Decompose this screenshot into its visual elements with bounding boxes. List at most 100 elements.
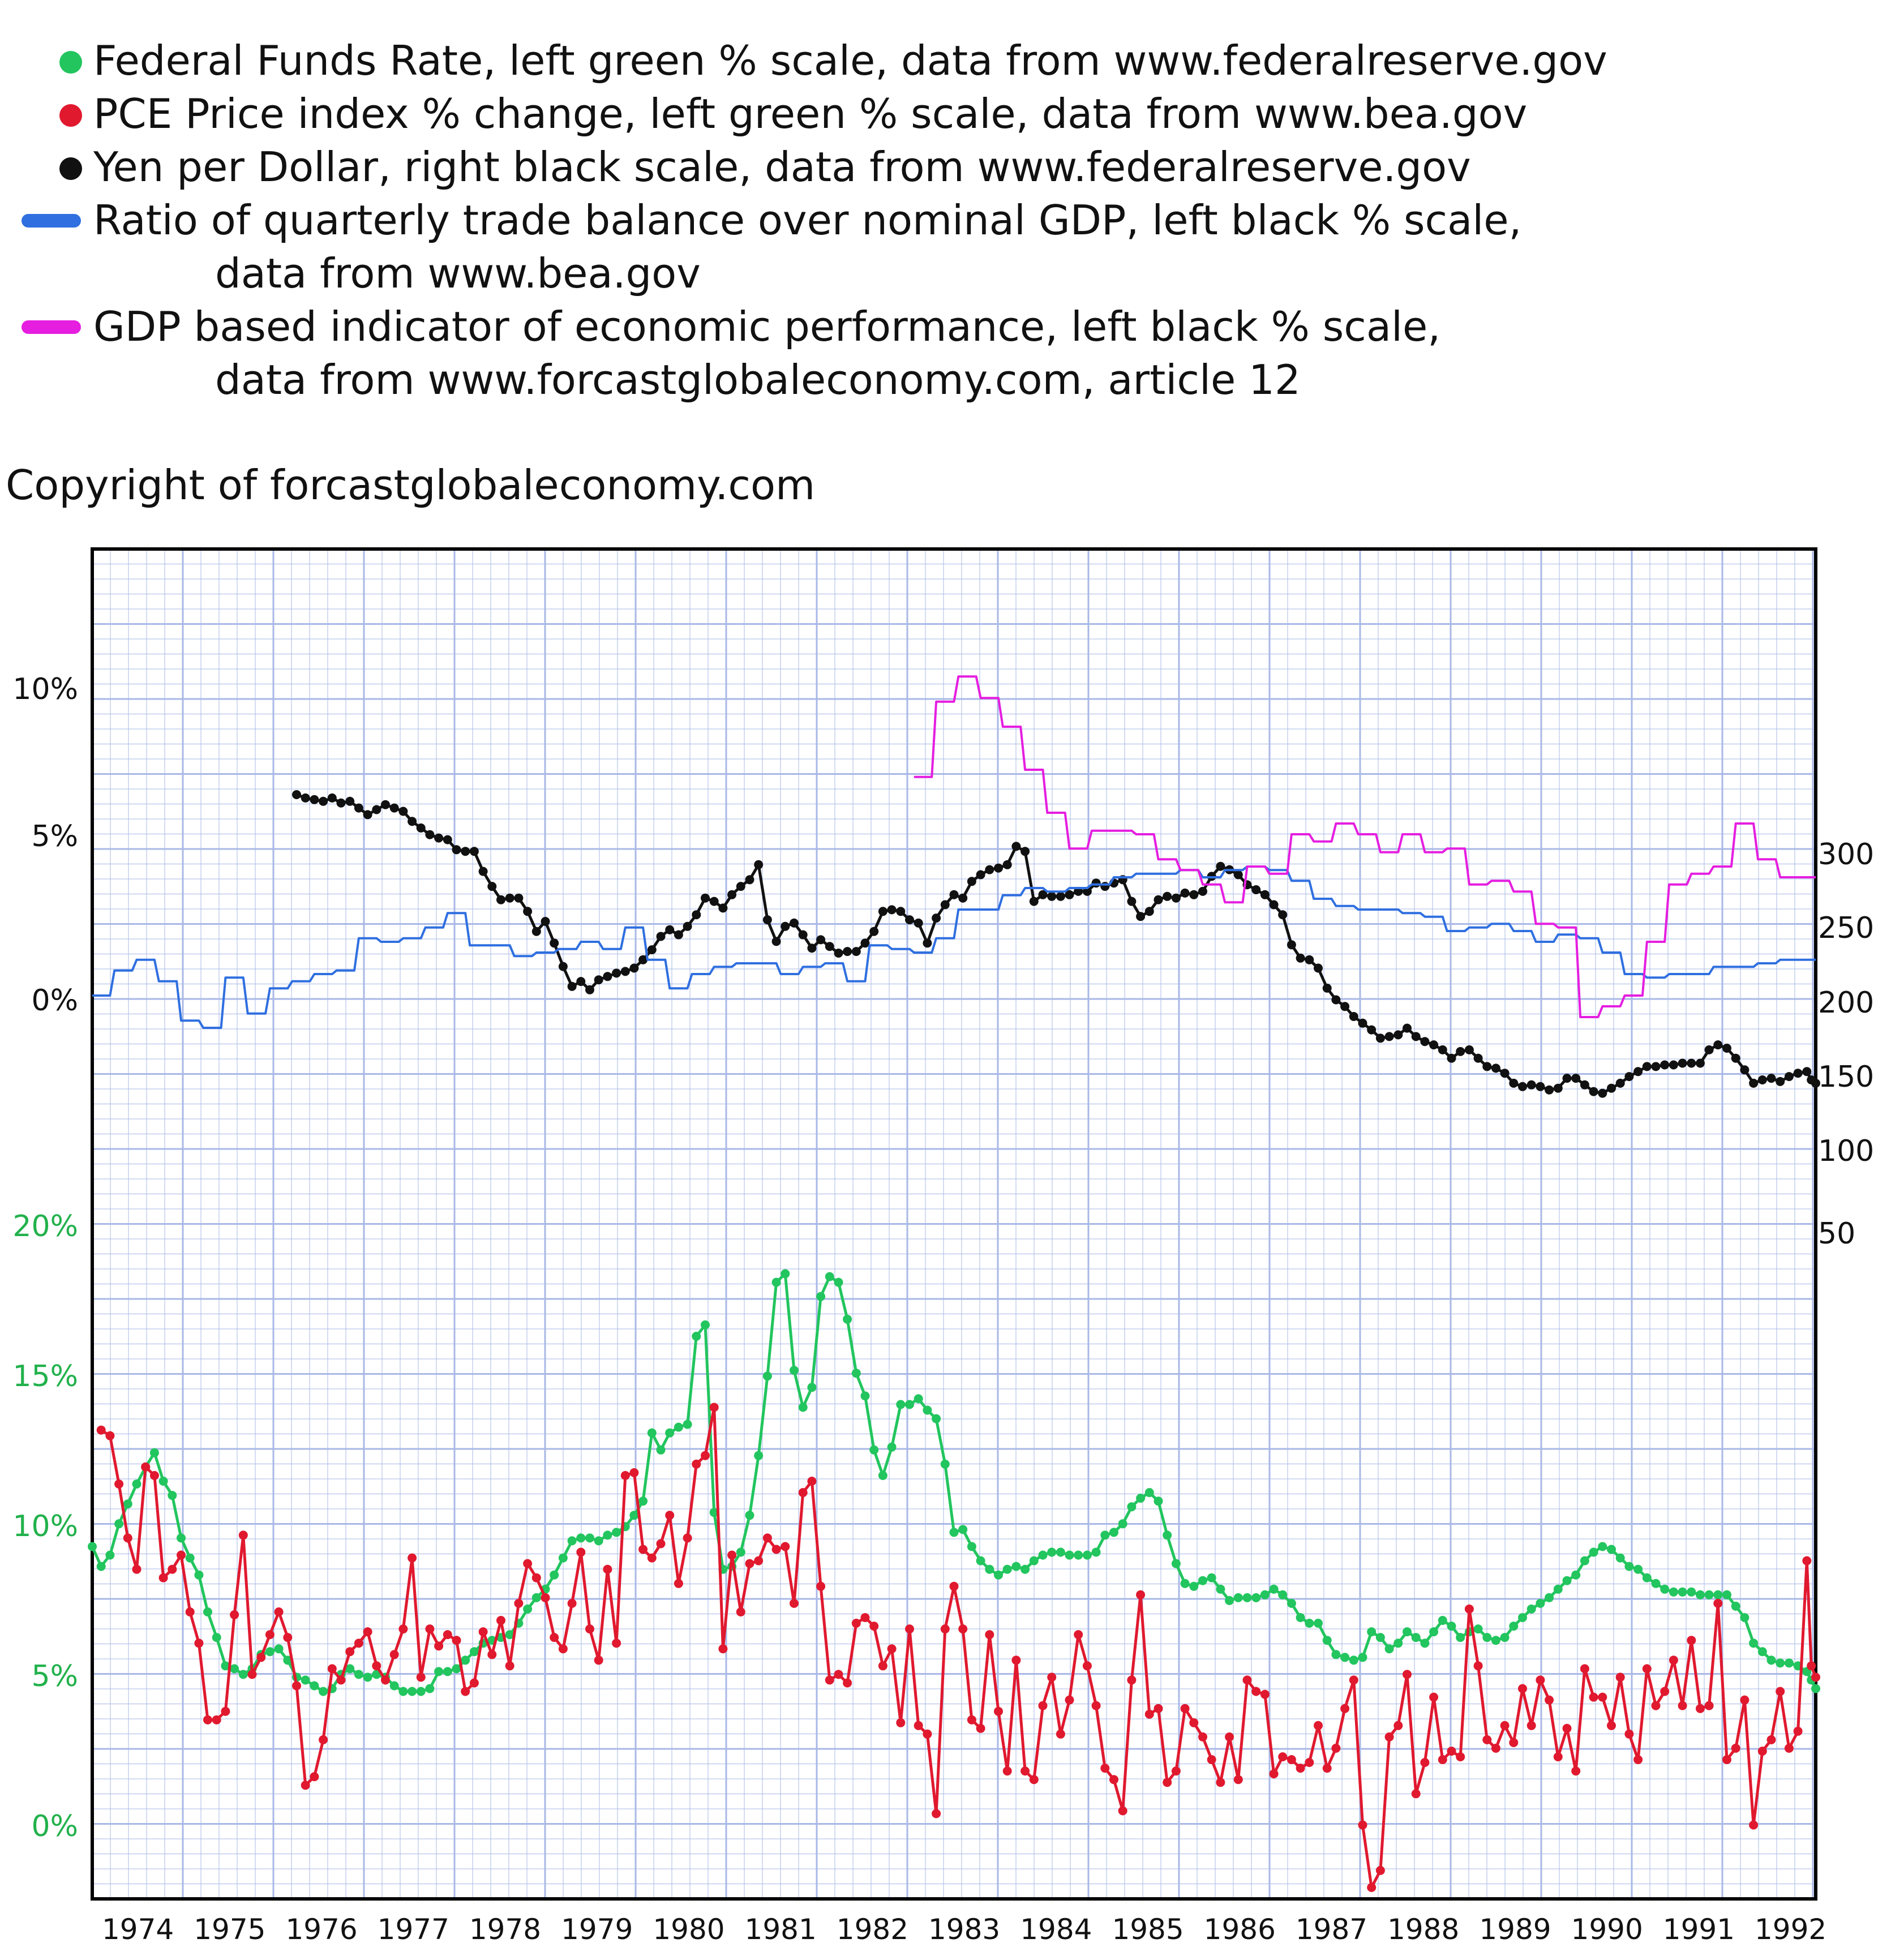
data-point — [123, 1533, 132, 1543]
data-point — [949, 890, 959, 899]
data-point — [345, 796, 355, 806]
data-point — [1696, 1590, 1705, 1599]
legend-item-ffr: Federal Funds Rate, left green % scale, … — [17, 34, 1856, 87]
data-point — [301, 1675, 310, 1685]
data-point — [88, 1542, 97, 1551]
x-tick-label: 1975 — [194, 1913, 266, 1946]
data-point — [940, 1624, 950, 1634]
data-point — [851, 1619, 861, 1628]
data-point — [1740, 1695, 1750, 1705]
data-point — [1438, 1045, 1447, 1054]
data-point — [1651, 1062, 1661, 1071]
data-point — [1296, 953, 1305, 963]
data-point — [1722, 1044, 1731, 1053]
data-point — [1651, 1579, 1661, 1588]
x-tick-label: 1978 — [469, 1913, 542, 1946]
data-point — [461, 1656, 470, 1665]
right-tick: 100 — [1818, 1134, 1875, 1168]
data-point — [1322, 983, 1332, 993]
data-point — [976, 1556, 985, 1566]
x-tick-label: 1980 — [653, 1913, 725, 1946]
data-point — [1491, 1743, 1500, 1753]
data-point — [1331, 995, 1341, 1005]
data-point — [932, 913, 941, 923]
data-point — [594, 975, 603, 985]
data-point — [967, 1542, 976, 1551]
data-point — [1367, 1882, 1377, 1892]
data-point — [1447, 1747, 1456, 1756]
x-tick-label: 1986 — [1203, 1913, 1276, 1946]
data-point — [416, 1687, 426, 1696]
data-point — [505, 1661, 514, 1671]
data-point — [1251, 1593, 1261, 1602]
data-point — [1091, 878, 1101, 888]
data-point — [701, 1451, 710, 1460]
data-point — [878, 1471, 887, 1480]
data-point — [1589, 1692, 1598, 1702]
chart-frame — [91, 547, 1817, 1901]
data-point — [1207, 1755, 1216, 1764]
data-point — [1154, 895, 1163, 904]
data-point — [567, 1536, 577, 1546]
data-point — [469, 847, 479, 856]
data-point — [1269, 900, 1279, 910]
data-point — [1233, 1593, 1243, 1602]
data-point — [1375, 1033, 1385, 1043]
data-point — [1144, 1488, 1154, 1498]
grid — [91, 548, 1816, 1900]
data-point — [932, 1414, 941, 1423]
data-point — [1358, 1820, 1367, 1830]
series-line — [914, 675, 1816, 1018]
data-point — [807, 943, 817, 953]
data-point — [1163, 1778, 1172, 1787]
data-point — [1526, 1604, 1536, 1614]
legend-label: GDP based indicator of economic performa… — [93, 303, 1441, 350]
data-point — [105, 1431, 115, 1440]
data-point — [1429, 1627, 1439, 1637]
data-point — [790, 1598, 799, 1608]
data-point — [1198, 1576, 1207, 1585]
data-point — [1180, 888, 1190, 898]
data-point — [816, 1581, 826, 1591]
data-point — [1660, 1584, 1670, 1594]
data-point — [612, 1639, 621, 1648]
data-point — [1393, 1030, 1403, 1040]
data-point — [274, 1644, 284, 1654]
data-point — [727, 890, 737, 899]
data-point — [603, 972, 612, 981]
data-point — [1065, 890, 1074, 899]
data-point — [1776, 1658, 1785, 1668]
data-point — [1047, 1672, 1057, 1682]
data-point — [1447, 1053, 1456, 1063]
data-point — [1669, 1656, 1678, 1665]
data-point — [754, 1556, 764, 1566]
data-point — [1766, 1656, 1776, 1665]
data-point — [1784, 1743, 1794, 1753]
data-point — [1642, 1573, 1652, 1582]
legend-label: Yen per Dollar, right black scale, data … — [93, 143, 1471, 191]
data-point — [1438, 1616, 1447, 1625]
data-point — [1002, 860, 1012, 869]
data-point — [683, 921, 692, 931]
data-point — [674, 1579, 683, 1588]
data-point — [1509, 1078, 1519, 1088]
data-point — [1163, 891, 1172, 901]
data-point — [1420, 1037, 1430, 1047]
data-point — [1811, 1078, 1820, 1088]
data-point — [1456, 1752, 1465, 1761]
data-point — [692, 910, 701, 920]
data-point — [949, 1581, 959, 1591]
data-point — [238, 1530, 248, 1540]
data-point — [1749, 1639, 1759, 1648]
data-point — [1393, 1639, 1403, 1648]
data-point — [1518, 1082, 1527, 1091]
data-point — [1314, 1721, 1323, 1730]
data-point — [860, 1391, 870, 1401]
data-point — [194, 1639, 204, 1648]
data-point — [1349, 1675, 1358, 1685]
data-point — [1536, 1598, 1545, 1608]
data-point — [1384, 1732, 1394, 1742]
data-point — [1473, 1624, 1483, 1634]
data-point — [168, 1491, 177, 1500]
data-point — [1589, 1547, 1598, 1557]
